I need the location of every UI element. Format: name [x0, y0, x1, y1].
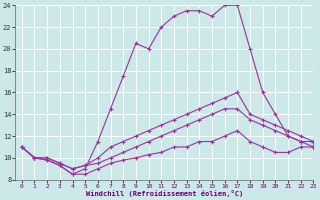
X-axis label: Windchill (Refroidissement éolien,°C): Windchill (Refroidissement éolien,°C): [86, 190, 243, 197]
